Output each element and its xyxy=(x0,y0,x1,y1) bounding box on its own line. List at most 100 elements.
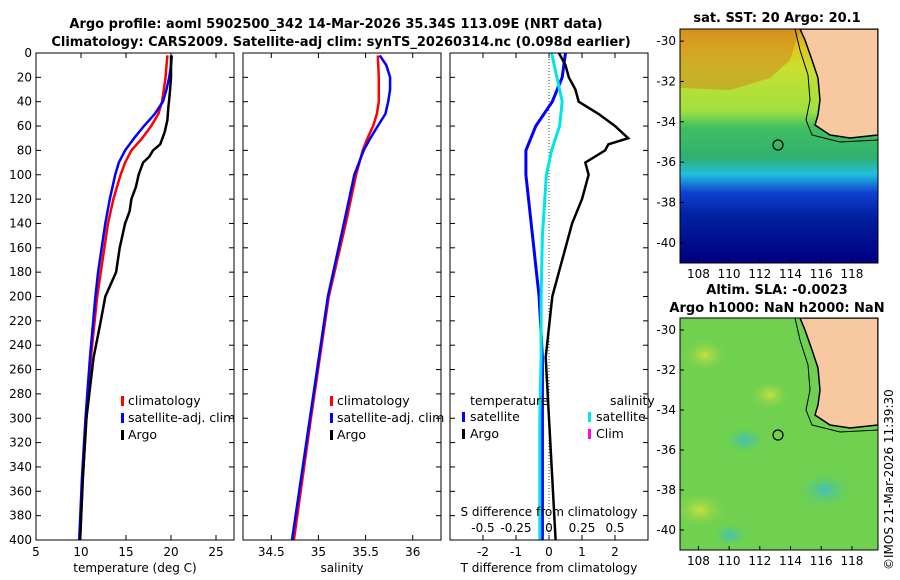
panel-frame xyxy=(242,52,442,541)
y-tick-label: 360 xyxy=(9,484,32,498)
map-x-tick-label: 108 xyxy=(687,267,710,281)
map-y-tick-label: -30 xyxy=(656,34,676,48)
legend-swatch xyxy=(121,396,124,406)
map-y-tick-label: -40 xyxy=(656,236,676,250)
sst-map-frame xyxy=(679,28,879,264)
y-tick-label: 140 xyxy=(9,216,32,230)
legend-label: satellite-adj. clim xyxy=(128,410,235,425)
y-tick-label: 0 xyxy=(24,46,32,60)
difference-profile: -2 -1 0 1 2 T difference from climatology -0.5… xyxy=(449,52,655,575)
legend-label: climatology xyxy=(128,393,201,408)
x-tick-label: 10 xyxy=(73,545,88,559)
legend-swatch xyxy=(588,429,591,439)
argo-location-marker xyxy=(772,139,784,151)
legend-swatch xyxy=(588,412,591,422)
x-tick-label: 20 xyxy=(163,545,178,559)
watermark: ©IMOS 21-Mar-2026 11:39:30 xyxy=(882,389,896,570)
map-y-tick-label: -40 xyxy=(656,523,676,537)
map-x-tick-label: 114 xyxy=(779,554,802,568)
sla-blob xyxy=(712,523,748,547)
y-tick-label: 60 xyxy=(17,119,32,133)
x-axis-label: salinity xyxy=(320,561,363,575)
coast-contour xyxy=(794,318,878,433)
y-tick-label: 20 xyxy=(17,70,32,84)
x-tick-label: 15 xyxy=(118,545,133,559)
x-tick-label: 25 xyxy=(208,545,223,559)
sst-map: sat. SST: 20 Argo: 20.1 108 110 112 114 116 1… xyxy=(656,11,879,281)
legend-title: temperature xyxy=(470,393,549,408)
warm-patch xyxy=(680,29,800,90)
legend-label: Argo xyxy=(470,426,499,441)
legend-swatch xyxy=(121,413,124,423)
panel-frame xyxy=(35,52,235,541)
y-tick-label: 160 xyxy=(9,241,32,255)
x-axis-label: temperature (deg C) xyxy=(73,561,196,575)
sla-map-frame xyxy=(679,317,879,551)
top-tick-label: 0.25 xyxy=(569,521,596,535)
y-tick-label: 200 xyxy=(9,290,32,304)
y-tick-label: 280 xyxy=(9,387,32,401)
y-tick-label: 180 xyxy=(9,265,32,279)
title-line1: Argo profile: aoml 5902500_342 14-Mar-20… xyxy=(69,17,602,32)
map-x-tick-label: 114 xyxy=(779,267,802,281)
top-tick-label: -0.25 xyxy=(500,521,531,535)
legend-swatch xyxy=(330,396,333,406)
y-tick-label: 40 xyxy=(17,95,32,109)
sla-blob xyxy=(748,379,792,411)
map-x-tick-label: 116 xyxy=(810,267,833,281)
series-line-0 xyxy=(524,52,567,540)
top-axis-label: S difference from climatology xyxy=(461,505,638,519)
map-x-tick-label: 110 xyxy=(718,554,741,568)
legend-title: salinity xyxy=(610,393,655,408)
y-tick-label: 320 xyxy=(9,436,32,450)
legend-swatch xyxy=(330,430,333,440)
x-tick-label: 2 xyxy=(611,545,619,559)
legend-label: satellite xyxy=(596,409,646,424)
land-area xyxy=(799,318,878,429)
map-y-tick-label: -38 xyxy=(656,195,676,209)
legend-swatch xyxy=(462,429,465,439)
series-line-1 xyxy=(290,54,392,541)
map-x-tick-label: 116 xyxy=(810,554,833,568)
map-x-tick-label: 112 xyxy=(748,554,771,568)
map-y-tick-label: -32 xyxy=(656,74,676,88)
x-tick-label: 1 xyxy=(578,545,586,559)
x-tick-label: 35.5 xyxy=(352,545,379,559)
map-y-tick-label: -32 xyxy=(656,363,676,377)
panel-frame xyxy=(449,52,649,541)
y-tick-label: 340 xyxy=(9,460,32,474)
top-tick-label: -0.5 xyxy=(471,521,494,535)
sla-map: Altim. SLA: -0.0023 Argo h1000: NaN h200… xyxy=(656,283,884,568)
y-tick-label: 300 xyxy=(9,411,32,425)
top-tick-label: 0.5 xyxy=(605,521,624,535)
sla-blob xyxy=(723,426,767,454)
y-tick-label: 100 xyxy=(9,168,32,182)
land-area xyxy=(799,29,878,139)
legend-label: climatology xyxy=(337,393,410,408)
legend-swatch xyxy=(462,412,465,422)
map-y-tick-label: -34 xyxy=(656,115,676,129)
y-tick-label: 260 xyxy=(9,363,32,377)
y-tick-label: 380 xyxy=(9,509,32,523)
x-tick-label: 36 xyxy=(405,545,420,559)
map-y-tick-label: -34 xyxy=(656,403,676,417)
series-line-0 xyxy=(78,55,169,541)
x-tick-label: 35 xyxy=(311,545,326,559)
x-tick-label: 5 xyxy=(32,545,40,559)
map-y-tick-label: -30 xyxy=(656,323,676,337)
sla-blob xyxy=(680,490,730,530)
x-tick-label: 0 xyxy=(545,545,553,559)
y-tick-label: 120 xyxy=(9,192,32,206)
map-x-tick-label: 110 xyxy=(718,267,741,281)
salinity-profile: 34.5 35 35.5 36 salinity climatology satellite… xyxy=(242,52,444,575)
x-tick-label: -2 xyxy=(477,545,489,559)
y-tick-label: 240 xyxy=(9,338,32,352)
map-x-tick-label: 118 xyxy=(840,267,863,281)
series-line-1 xyxy=(544,52,631,541)
y-tick-label: 80 xyxy=(17,143,32,157)
series-line-2 xyxy=(78,55,173,541)
sla-map-title1: Altim. SLA: -0.0023 xyxy=(706,283,847,298)
sst-map-title: sat. SST: 20 Argo: 20.1 xyxy=(693,11,860,26)
legend-label: Clim xyxy=(596,426,624,441)
